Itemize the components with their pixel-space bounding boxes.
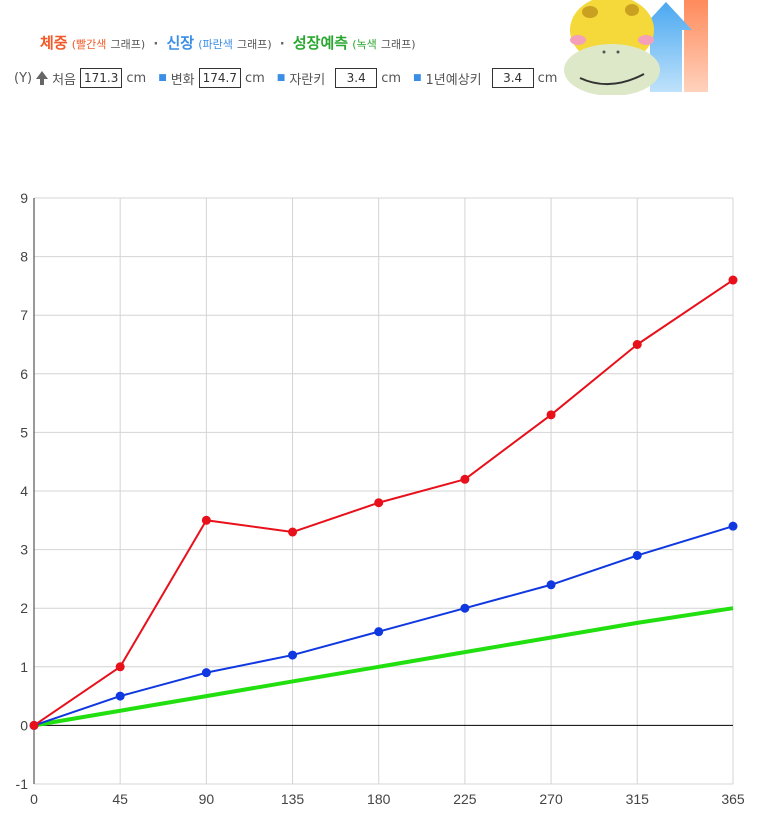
year-value-field: 3.4 [491,68,534,88]
start-value-field: 171.3 [80,68,123,88]
legend-prediction-graph: 그래프) [380,38,416,51]
data-point-height [374,627,384,637]
data-point-weight [728,275,738,285]
data-point-weight [460,474,470,484]
legend-separator: · [279,37,285,52]
bullet-icon: ■ [158,73,167,83]
x-tick-label: 0 [30,791,38,807]
y-tick-label: 1 [20,659,28,675]
legend-separator: · [153,37,159,52]
data-point-weight [29,720,39,730]
unit-label: cm [126,70,147,86]
data-point-weight [546,410,556,420]
unit-label: cm [244,70,265,86]
x-tick-label: 315 [626,791,650,807]
data-point-height [728,521,738,531]
height-info-row: (Y) 처음 171.3 cm ■ 변화 174.7 cm ■ 자란키 3.4 … [14,68,561,88]
change-label: 변화 [170,72,195,88]
unit-label: cm [537,70,558,86]
bullet-icon: ■ [276,73,286,83]
change-value-field: 174.7 [198,68,241,88]
series-line-prediction [33,606,734,728]
y-tick-label: 0 [20,717,28,733]
x-tick-label: 90 [199,791,215,807]
data-point-height [288,650,298,660]
chart-header: 체중 (빨간색 그래프) · 신장 (파란색 그래프) · 성장예측 (녹색 그… [0,0,759,100]
data-point-weight [374,498,384,508]
series-line-weight [33,279,734,727]
data-point-height [546,580,556,590]
y-tick-label: 8 [20,249,28,265]
y-tick-label: 6 [20,366,28,382]
y-tick-label: 4 [20,483,28,499]
legend-weight-color: (빨간색 [71,38,107,51]
x-tick-label: 225 [453,791,477,807]
legend-weight: 체중 [40,34,68,52]
y-tick-label: -1 [16,776,29,792]
growth-label: 자란키 [289,72,326,88]
data-point-weight [632,340,642,349]
data-point-weight [288,527,298,537]
legend: 체중 (빨간색 그래프) · 신장 (파란색 그래프) · 성장예측 (녹색 그… [40,32,416,53]
y-tick-label: 5 [20,424,28,440]
growth-value-field: 3.4 [335,68,378,88]
data-point-height [201,668,211,678]
legend-prediction: 성장예측 [292,34,349,52]
x-tick-label: 365 [721,791,745,807]
data-point-weight [115,662,125,672]
data-point-height [115,691,125,701]
x-tick-label: 180 [367,791,391,807]
legend-height: 신장 [166,34,195,52]
x-tick-label: 135 [281,791,305,807]
up-arrow-icon [36,71,49,85]
y-tick-label: 7 [20,307,28,323]
x-tick-label: 270 [539,791,563,807]
data-point-height [632,550,642,560]
year-label: 1년예상키 [425,72,482,88]
legend-weight-graph: 그래프) [110,38,146,51]
data-point-weight [201,515,211,525]
x-tick-label: 45 [112,791,128,807]
bullet-icon: ■ [413,73,422,83]
y-tick-label: 3 [20,542,28,558]
y-tick-label: 9 [20,190,28,206]
data-point-height [460,603,470,613]
unit-label: cm [381,70,402,86]
y-tick-label: 2 [20,600,28,616]
legend-height-color: (파란색 [198,38,233,51]
giraffe-mascot-icon [564,0,708,95]
start-label: 처음 [52,72,77,88]
axis-tag: (Y) [14,70,33,86]
legend-height-graph: 그래프) [236,38,272,51]
legend-prediction-color: (녹색 [352,38,377,51]
